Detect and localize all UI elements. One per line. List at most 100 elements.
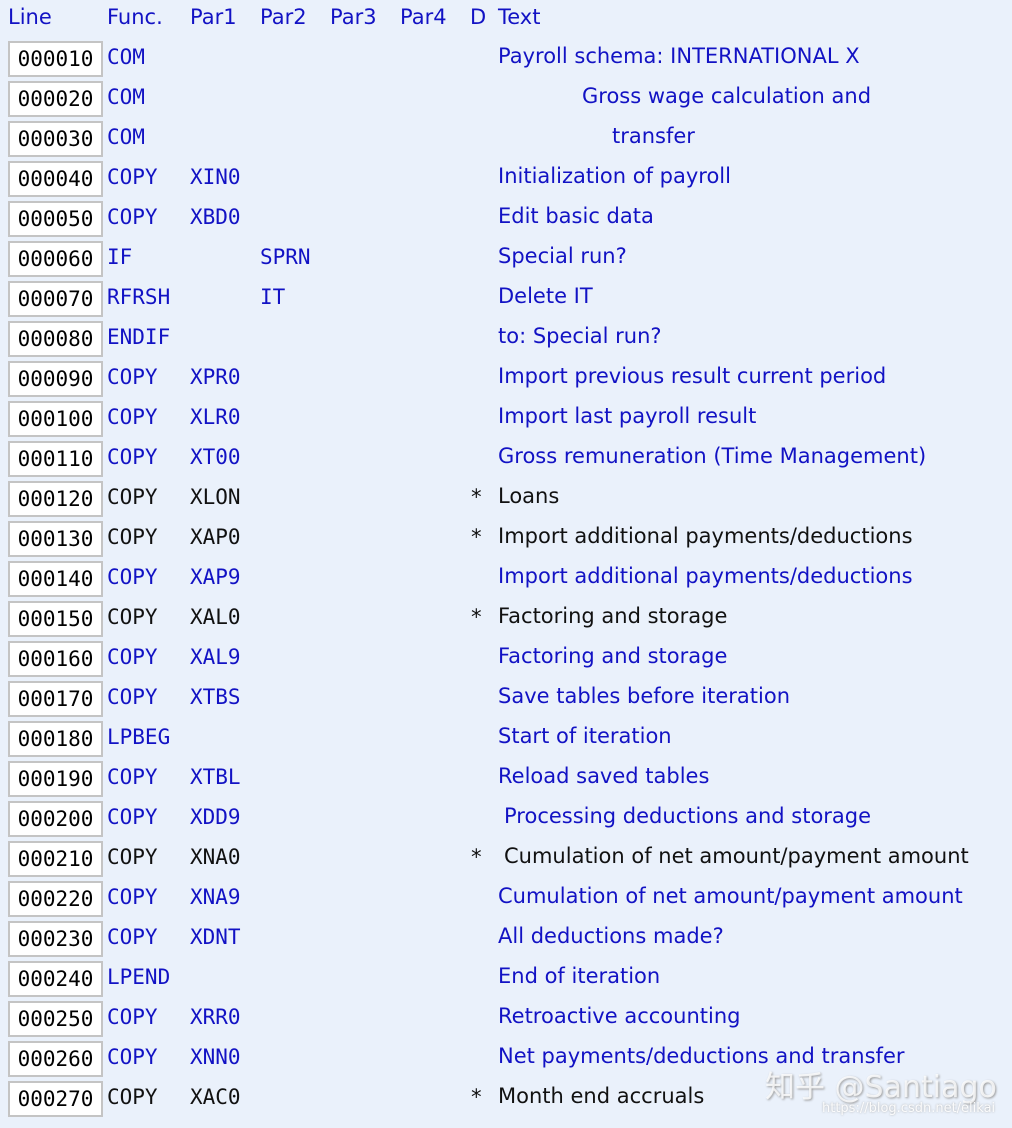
line-number-field[interactable]: 000170 — [8, 681, 103, 717]
table-row[interactable]: 000060 IF SPRN Special run? — [0, 238, 1012, 278]
table-row[interactable]: 000110 COPY XT00 Gross remuneration (Time M… — [0, 438, 1012, 478]
line-number-field[interactable]: 000240 — [8, 961, 103, 997]
table-row[interactable]: 000210 COPY XNA0 * Cumulation of net amount/… — [0, 838, 1012, 878]
text-cell: Import additional payments/deductions — [498, 564, 913, 588]
text-cell: Loans — [498, 484, 560, 508]
line-number-field[interactable]: 000020 — [8, 81, 103, 117]
text-cell: Gross remuneration (Time Management) — [498, 444, 927, 468]
line-number-field[interactable]: 000010 — [8, 41, 103, 77]
function-cell: ENDIF — [107, 325, 171, 349]
table-row[interactable]: 000120 COPY XLON * Loans — [0, 478, 1012, 518]
table-row[interactable]: 000230 COPY XDNT All deductions made? — [0, 918, 1012, 958]
line-number-field[interactable]: 000110 — [8, 441, 103, 477]
par1-cell: XTBS — [190, 685, 241, 709]
line-number-field[interactable]: 000130 — [8, 521, 103, 557]
deactivation-flag: * — [470, 605, 483, 629]
par1-cell: XAL0 — [190, 605, 241, 629]
line-number-field[interactable]: 000250 — [8, 1001, 103, 1037]
line-number-field[interactable]: 000150 — [8, 601, 103, 637]
par1-cell: XNA9 — [190, 885, 241, 909]
table-row[interactable]: 000070 RFRSH IT Delete IT — [0, 278, 1012, 318]
table-row[interactable]: 000190 COPY XTBL Reload saved tables — [0, 758, 1012, 798]
function-cell: COPY — [107, 1005, 158, 1029]
line-number-field[interactable]: 000100 — [8, 401, 103, 437]
line-number-field[interactable]: 000120 — [8, 481, 103, 517]
text-cell: Start of iteration — [498, 724, 672, 748]
function-cell: IF — [107, 245, 133, 269]
text-cell: Save tables before iteration — [498, 684, 791, 708]
function-cell: COPY — [107, 1085, 158, 1109]
table-row[interactable]: 000240 LPEND End of iteration — [0, 958, 1012, 998]
text-cell: Cumulation of net amount/payment amount — [504, 844, 969, 868]
watermark: 知乎 @Santiago — [765, 1070, 997, 1105]
table-row[interactable]: 000220 COPY XNA9 Cumulation of net amount/p… — [0, 878, 1012, 918]
line-number-field[interactable]: 000180 — [8, 721, 103, 757]
watermark-url: https://blog.csdn.net/elikai — [822, 1101, 996, 1116]
text-cell: Import last payroll result — [498, 404, 757, 428]
table-row[interactable]: 000040 COPY XIN0 Initialization of payroll — [0, 158, 1012, 198]
line-number-field[interactable]: 000030 — [8, 121, 103, 157]
line-number-field[interactable]: 000050 — [8, 201, 103, 237]
line-number-field[interactable]: 000140 — [8, 561, 103, 597]
line-number-field[interactable]: 000210 — [8, 841, 103, 877]
line-number-field[interactable]: 000270 — [8, 1081, 103, 1117]
table-row[interactable]: 000130 COPY XAP0 * Import additional payment… — [0, 518, 1012, 558]
table-row[interactable]: 000090 COPY XPR0 Import previous result cur… — [0, 358, 1012, 398]
par1-cell: XIN0 — [190, 165, 241, 189]
text-cell: Import additional payments/deductions — [498, 524, 913, 548]
text-cell: All deductions made? — [498, 924, 724, 948]
table-row[interactable]: 000010 COM Payroll schema: INTERNATIONAL X — [0, 38, 1012, 78]
text-cell: transfer — [612, 124, 695, 148]
line-number-field[interactable]: 000160 — [8, 641, 103, 677]
text-cell: Special run? — [498, 244, 627, 268]
line-number-field[interactable]: 000200 — [8, 801, 103, 837]
function-cell: COPY — [107, 925, 158, 949]
deactivation-flag: * — [470, 1085, 483, 1109]
text-cell: Import previous result current period — [498, 364, 887, 388]
header-d: D — [470, 5, 487, 29]
function-cell: RFRSH — [107, 285, 171, 309]
par1-cell: XNN0 — [190, 1045, 241, 1069]
par1-cell: XDNT — [190, 925, 241, 949]
table-row[interactable]: 000250 COPY XRR0 Retroactive accounting — [0, 998, 1012, 1038]
line-number-field[interactable]: 000080 — [8, 321, 103, 357]
line-number-field[interactable]: 000060 — [8, 241, 103, 277]
table-row[interactable]: 000020 COM Gross wage calculation and — [0, 78, 1012, 118]
function-cell: LPBEG — [107, 725, 171, 749]
table-row[interactable]: 000270 COPY XAC0 * Month end accruals — [0, 1078, 1012, 1118]
table-row[interactable]: 000160 COPY XAL9 Factoring and storage — [0, 638, 1012, 678]
table-row[interactable]: 000080 ENDIF to: Special run? — [0, 318, 1012, 358]
par1-cell: XRR0 — [190, 1005, 241, 1029]
header-par4: Par4 — [400, 5, 447, 29]
table-row[interactable]: 000200 COPY XDD9 Processing deductions and … — [0, 798, 1012, 838]
par1-cell: XLR0 — [190, 405, 241, 429]
line-number-field[interactable]: 000260 — [8, 1041, 103, 1077]
table-row[interactable]: 000150 COPY XAL0 * Factoring and storage — [0, 598, 1012, 638]
text-cell: Net payments/deductions and transfer — [498, 1044, 905, 1068]
table-row[interactable]: 000050 COPY XBD0 Edit basic data — [0, 198, 1012, 238]
function-cell: COPY — [107, 405, 158, 429]
table-row[interactable]: 000180 LPBEG Start of iteration — [0, 718, 1012, 758]
deactivation-flag: * — [470, 485, 483, 509]
table-row[interactable]: 000170 COPY XTBS Save tables before iterati… — [0, 678, 1012, 718]
function-cell: COPY — [107, 885, 158, 909]
table-row[interactable]: 000030 COM transfer — [0, 118, 1012, 158]
text-cell: Reload saved tables — [498, 764, 710, 788]
line-number-field[interactable]: 000230 — [8, 921, 103, 957]
table-row[interactable]: 000140 COPY XAP9 Import additional payments… — [0, 558, 1012, 598]
line-number-field[interactable]: 000090 — [8, 361, 103, 397]
par1-cell: XTBL — [190, 765, 241, 789]
text-cell: Edit basic data — [498, 204, 654, 228]
table-row[interactable]: 000260 COPY XNN0 Net payments/deductions an… — [0, 1038, 1012, 1078]
line-number-field[interactable]: 000220 — [8, 881, 103, 917]
line-number-field[interactable]: 000190 — [8, 761, 103, 797]
line-number-field[interactable]: 000040 — [8, 161, 103, 197]
table-row[interactable]: 000100 COPY XLR0 Import last payroll result — [0, 398, 1012, 438]
function-cell: LPEND — [107, 965, 171, 989]
header-par3: Par3 — [330, 5, 377, 29]
line-number-field[interactable]: 000070 — [8, 281, 103, 317]
text-cell: Gross wage calculation and — [582, 84, 872, 108]
function-cell: COPY — [107, 525, 158, 549]
function-cell: COPY — [107, 845, 158, 869]
function-cell: COM — [107, 45, 145, 69]
